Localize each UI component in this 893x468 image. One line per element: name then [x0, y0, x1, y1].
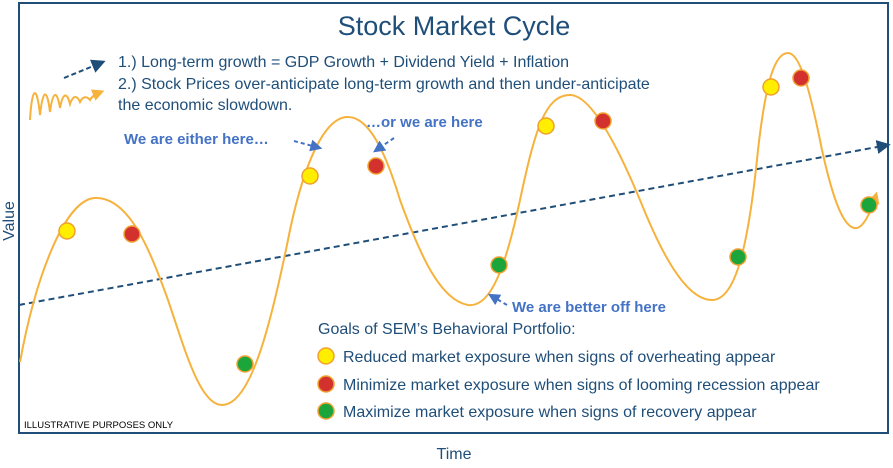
- legend-item-yellow: Reduced market exposure when signs of ov…: [343, 349, 776, 366]
- green-dot: [860, 196, 878, 214]
- yellow-dot: [58, 222, 76, 240]
- yellow-dot: [762, 78, 780, 96]
- red-dot: [792, 69, 810, 87]
- wave-icon: [29, 89, 105, 121]
- x-axis-label: Time: [437, 446, 472, 463]
- green-dot: [490, 256, 508, 274]
- chart-border: [18, 2, 889, 434]
- red-dot: [123, 225, 141, 243]
- green-dot: [729, 248, 747, 266]
- disclaimer: ILLUSTRATIVE PURPOSES ONLY: [24, 420, 174, 431]
- long-term-trend-line: [18, 140, 891, 306]
- legend-item-green: Maximize market exposure when signs of r…: [343, 404, 757, 421]
- callout-arrow-either: [293, 139, 323, 152]
- note-line-1: 1.) Long-term growth = GDP Growth + Divi…: [118, 54, 569, 71]
- callout-arrow-or: [373, 137, 395, 153]
- green-dot: [236, 355, 254, 373]
- yellow-dot: [301, 167, 319, 185]
- legend-red-dot: [317, 375, 335, 393]
- diagram-title: Stock Market Cycle: [338, 11, 571, 41]
- red-dot: [367, 157, 385, 175]
- callout-arrow-better: [487, 293, 508, 306]
- callout-either-here: We are either here…: [124, 131, 269, 148]
- red-dot: [594, 112, 612, 130]
- yellow-dot: [537, 117, 555, 135]
- legend-item-red: Minimize market exposure when signs of l…: [343, 377, 820, 394]
- note-line-2: 2.) Stock Prices over-anticipate long-te…: [118, 76, 650, 93]
- callout-better-off: We are better off here: [512, 299, 666, 316]
- legend-green-dot: [317, 402, 335, 420]
- legend-title: Goals of SEM’s Behavioral Portfolio:: [318, 321, 576, 338]
- legend-yellow-dot: [317, 347, 335, 365]
- callout-or-here: …or we are here: [366, 114, 483, 131]
- note-line-3: the economic slowdown.: [118, 97, 292, 114]
- dashed-arrow-icon: [63, 59, 106, 79]
- y-axis-label: Value: [1, 201, 18, 241]
